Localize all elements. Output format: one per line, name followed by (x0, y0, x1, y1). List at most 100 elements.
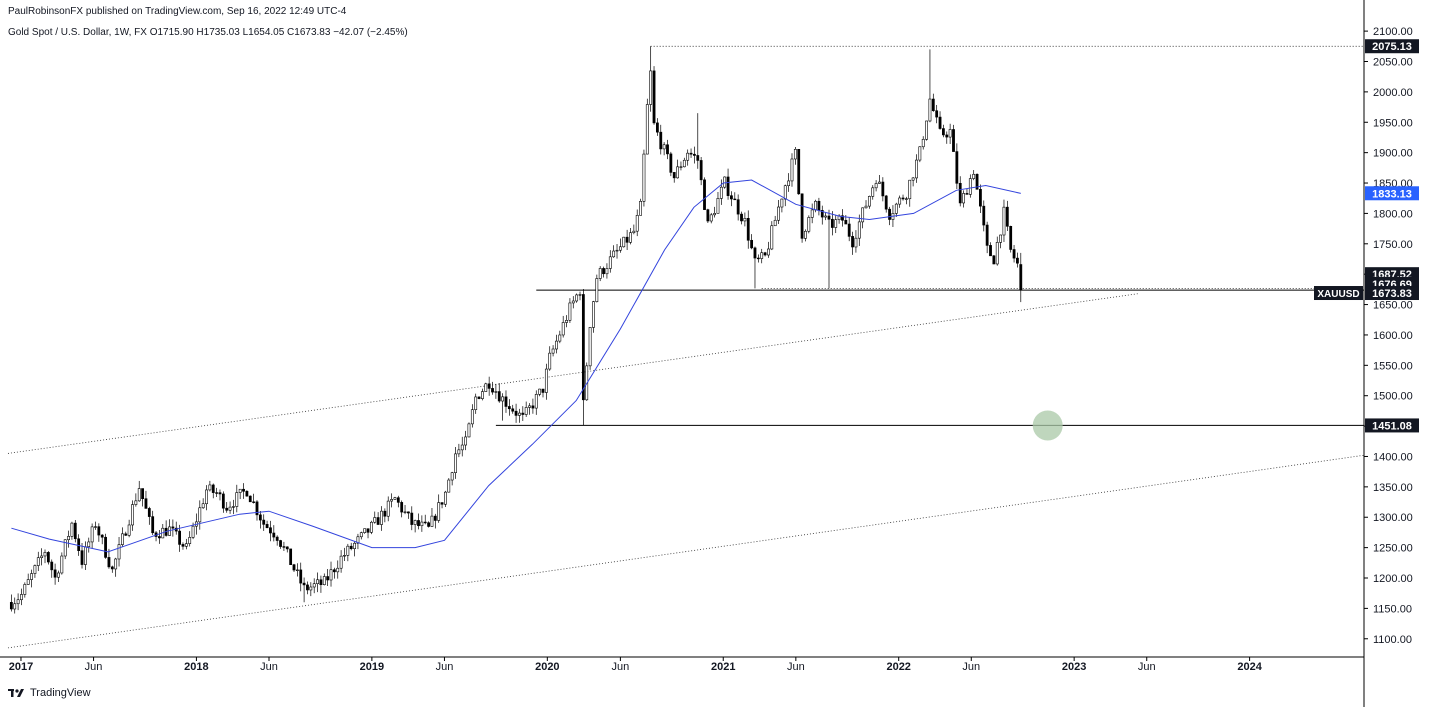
price-tick-label: 1650.00 (1373, 300, 1413, 312)
candle-body (999, 234, 1003, 243)
candle-body (851, 236, 854, 248)
candle-body (783, 185, 787, 200)
candle-body (252, 501, 256, 503)
candle-body (635, 215, 639, 232)
candle-body (201, 503, 205, 509)
time-tick-label: 2020 (535, 661, 559, 673)
candle-body (985, 224, 989, 246)
candle-body (921, 138, 925, 148)
price-tick-label: 2050.00 (1373, 56, 1413, 68)
candle-body (787, 180, 791, 187)
candle-body (373, 517, 377, 523)
candle-body (773, 219, 777, 227)
price-label-box (1365, 186, 1419, 201)
candle-body (403, 511, 407, 513)
candle-body (958, 182, 962, 204)
tradingview-logo[interactable]: TradingView (8, 686, 91, 700)
candle-body (285, 546, 289, 550)
candle-body (682, 159, 686, 168)
candle-body (380, 510, 383, 525)
price-tick-label: 1400.00 (1373, 451, 1413, 463)
candle-body (763, 252, 767, 256)
candle-body (588, 327, 592, 367)
candle-body (639, 201, 642, 216)
candle-body (366, 528, 370, 533)
candle-body (558, 334, 562, 342)
candle-body (77, 538, 81, 551)
candle-body (810, 209, 814, 218)
candle-body (178, 530, 182, 545)
time-tick-label: Jun (1138, 661, 1156, 673)
annotations (1032, 410, 1063, 441)
price-tick-label: 1500.00 (1373, 391, 1413, 403)
candle-body (723, 176, 727, 188)
price-tick-label: 1300.00 (1373, 512, 1413, 524)
price-tick-label: 1550.00 (1373, 360, 1413, 372)
candle-body (1019, 264, 1023, 291)
candle-body (504, 396, 508, 407)
candle-body (847, 223, 851, 237)
candle-body (269, 527, 272, 534)
candle-body (686, 152, 690, 161)
candle-body (857, 221, 861, 239)
candle-body (147, 508, 151, 517)
time-tick-label: Jun (436, 661, 454, 673)
price-label-box (1365, 286, 1419, 301)
candle-body (817, 200, 821, 211)
candle-body (265, 524, 269, 529)
candle-body (615, 249, 619, 252)
candle-body (144, 498, 148, 509)
candle-body (703, 179, 706, 210)
candle-body (528, 405, 531, 408)
candle-body (289, 548, 293, 565)
candle-body (46, 552, 50, 563)
price-label-box (1365, 418, 1419, 433)
candle-body (955, 151, 959, 184)
candle-body (110, 566, 114, 570)
candle-body (94, 526, 97, 528)
trend-line-0 (7, 293, 1139, 454)
candle-body (302, 582, 306, 586)
candle-body (400, 502, 404, 513)
candle-body (477, 396, 481, 399)
candle-body (743, 218, 747, 222)
price-label-box (1365, 39, 1419, 54)
candle-body (1009, 226, 1013, 250)
candle-body (770, 225, 774, 250)
candle-body (989, 245, 992, 257)
candle-body (467, 423, 471, 438)
candle-body (797, 149, 801, 195)
candle-body (746, 218, 750, 241)
candle-body (534, 394, 538, 409)
candle-body (820, 210, 824, 218)
candle-body (494, 391, 498, 393)
candle-body (581, 294, 585, 401)
price-tick-label: 1800.00 (1373, 208, 1413, 220)
candle-body (423, 521, 427, 524)
candle-body (726, 176, 730, 196)
candle-body (901, 197, 905, 200)
candle-body (874, 183, 878, 189)
candle-body (67, 536, 70, 541)
candle-body (363, 528, 367, 533)
price-tick-label: 1750.00 (1373, 239, 1413, 251)
candle-body (595, 278, 599, 302)
candle-body (454, 453, 457, 473)
candle-body (218, 492, 222, 495)
candle-body (511, 408, 515, 412)
candle-body (915, 159, 918, 179)
candle-body (137, 488, 141, 502)
candle-body (649, 70, 653, 105)
candle-body (632, 230, 636, 234)
moving-average (11, 179, 1021, 553)
candle-body (117, 544, 121, 560)
candle-body (575, 294, 579, 302)
candle-body (121, 533, 124, 545)
candle-body (1002, 206, 1006, 236)
candle-body (709, 214, 713, 222)
candle-body (696, 155, 700, 161)
candle-body (713, 213, 717, 216)
candles (9, 46, 1023, 614)
candle-body (205, 489, 208, 505)
